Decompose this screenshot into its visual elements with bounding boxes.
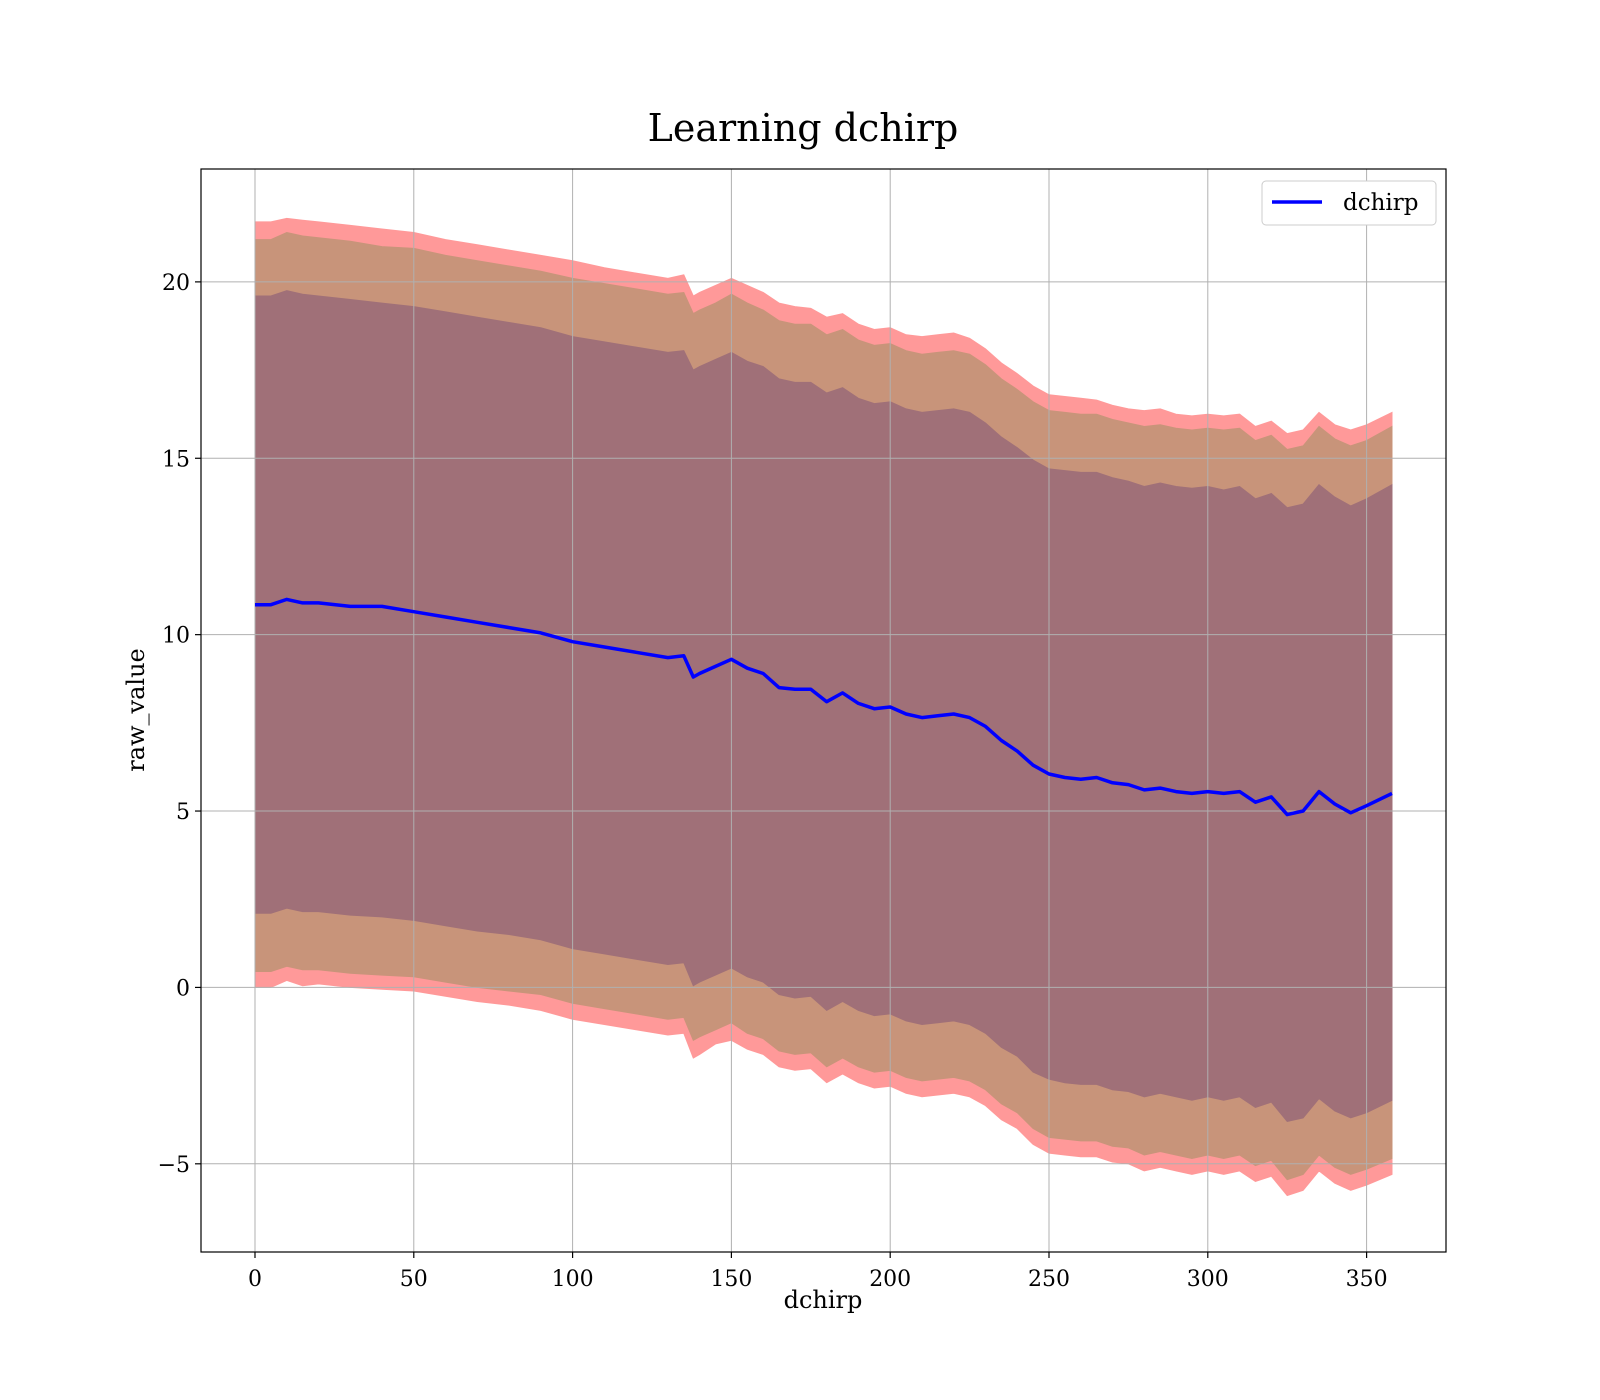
x-tick-label: 300 [1187, 1267, 1229, 1292]
x-tick-label: 250 [1028, 1267, 1070, 1292]
series-line-dchirp [255, 597, 1393, 817]
y-tick-label: 10 [162, 624, 190, 649]
grid [201, 169, 1446, 1252]
plot-frame [200, 168, 1447, 1253]
y-tick-label: 0 [176, 976, 190, 1001]
inner-band [254, 290, 1393, 1123]
y-axis-label: raw_value [122, 648, 150, 772]
legend: dchirp [1261, 180, 1437, 226]
legend-label-dchirp: dchirp [1343, 190, 1419, 216]
y-tick-label: 5 [176, 800, 190, 825]
y-tick-label: −5 [158, 1153, 190, 1178]
x-tick-label: 350 [1346, 1267, 1388, 1292]
x-tick-label: 200 [869, 1267, 911, 1292]
x-tick-label: 50 [400, 1267, 428, 1292]
x-tick-label: 100 [552, 1267, 594, 1292]
confidence-bands [254, 217, 1393, 1197]
y-tick-label: 15 [162, 447, 190, 472]
x-tick-label: 0 [248, 1267, 262, 1292]
y-tick-label: 20 [162, 271, 190, 296]
series-lines [255, 597, 1393, 817]
x-tick-label: 150 [710, 1267, 752, 1292]
legend-box [1261, 180, 1437, 226]
chart-title: Learning dchirp [648, 106, 959, 150]
axis-ticks: 0 50 100 150 200 250 300 350 −5 0 5 10 15 20 [158, 271, 1388, 1292]
x-axis-label: dchirp [784, 1286, 863, 1314]
